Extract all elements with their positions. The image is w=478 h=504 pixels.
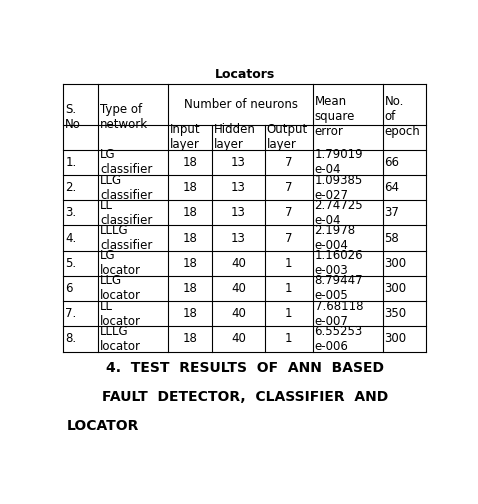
Text: No.
of
epoch: No. of epoch: [385, 95, 420, 138]
Text: 40: 40: [231, 307, 246, 320]
Text: 18: 18: [183, 307, 198, 320]
Text: 4.: 4.: [65, 231, 76, 244]
Text: S.
No: S. No: [65, 103, 81, 131]
Text: LG
classifier: LG classifier: [100, 148, 152, 176]
Text: LLLG
locator: LLLG locator: [100, 325, 141, 353]
Text: LLG
classifier: LLG classifier: [100, 173, 152, 202]
Text: Type of
network: Type of network: [100, 103, 149, 131]
Text: 7: 7: [285, 156, 293, 169]
Text: 5.: 5.: [65, 257, 76, 270]
Text: 8.79447
e-005: 8.79447 e-005: [315, 275, 363, 302]
Text: 40: 40: [231, 282, 246, 295]
Text: Number of neurons: Number of neurons: [184, 98, 298, 111]
Text: LG
locator: LG locator: [100, 249, 141, 277]
Text: LLLG
classifier: LLLG classifier: [100, 224, 152, 252]
Text: LOCATOR: LOCATOR: [67, 419, 140, 433]
Text: 7: 7: [285, 181, 293, 194]
Text: Output
layer: Output layer: [267, 123, 308, 151]
Text: 300: 300: [385, 257, 407, 270]
Text: 18: 18: [183, 181, 198, 194]
Text: FAULT  DETECTOR,  CLASSIFIER  AND: FAULT DETECTOR, CLASSIFIER AND: [102, 390, 388, 404]
Text: 66: 66: [385, 156, 400, 169]
Text: 18: 18: [183, 333, 198, 345]
Text: 18: 18: [183, 156, 198, 169]
Text: 1.09385
e-027: 1.09385 e-027: [315, 173, 363, 202]
Text: 2.74725
e-04: 2.74725 e-04: [315, 199, 363, 227]
Text: 40: 40: [231, 257, 246, 270]
Text: 1: 1: [285, 333, 293, 345]
Text: 40: 40: [231, 333, 246, 345]
Text: 300: 300: [385, 282, 407, 295]
Text: 64: 64: [385, 181, 400, 194]
Text: 300: 300: [385, 333, 407, 345]
Text: 6: 6: [65, 282, 73, 295]
Text: 4.  TEST  RESULTS  OF  ANN  BASED: 4. TEST RESULTS OF ANN BASED: [106, 361, 384, 375]
Text: 7.68118
e-007: 7.68118 e-007: [315, 300, 363, 328]
Text: Mean
square
error: Mean square error: [315, 95, 355, 138]
Text: 7.: 7.: [65, 307, 76, 320]
Text: 18: 18: [183, 231, 198, 244]
Text: 1.79019
e-04: 1.79019 e-04: [315, 148, 363, 176]
Text: 3.: 3.: [65, 206, 76, 219]
Text: 58: 58: [385, 231, 399, 244]
Text: 1.16026
e-003: 1.16026 e-003: [315, 249, 363, 277]
Text: 37: 37: [385, 206, 400, 219]
Text: 1: 1: [285, 282, 293, 295]
Text: 8.: 8.: [65, 333, 76, 345]
Text: Hidden
layer: Hidden layer: [214, 123, 256, 151]
Text: LLG
locator: LLG locator: [100, 275, 141, 302]
Text: 13: 13: [231, 206, 246, 219]
Text: 1: 1: [285, 257, 293, 270]
Text: 13: 13: [231, 156, 246, 169]
Text: Locators: Locators: [215, 68, 275, 81]
Text: 1.: 1.: [65, 156, 76, 169]
Text: 18: 18: [183, 257, 198, 270]
Text: 13: 13: [231, 181, 246, 194]
Text: 7: 7: [285, 231, 293, 244]
Text: 13: 13: [231, 231, 246, 244]
Text: 2.: 2.: [65, 181, 76, 194]
Text: LL
classifier: LL classifier: [100, 199, 152, 227]
Text: Input
layer: Input layer: [170, 123, 201, 151]
Text: 2.1978
e-004: 2.1978 e-004: [315, 224, 356, 252]
Text: 18: 18: [183, 282, 198, 295]
Text: 18: 18: [183, 206, 198, 219]
Text: 7: 7: [285, 206, 293, 219]
Text: LL
locator: LL locator: [100, 300, 141, 328]
Text: 350: 350: [385, 307, 407, 320]
Text: 6.55253
e-006: 6.55253 e-006: [315, 325, 363, 353]
Text: 1: 1: [285, 307, 293, 320]
